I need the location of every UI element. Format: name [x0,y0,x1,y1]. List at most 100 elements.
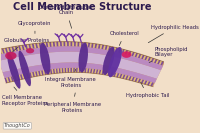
Polygon shape [58,42,60,46]
Polygon shape [30,44,33,49]
Polygon shape [77,42,79,47]
Polygon shape [100,45,102,49]
Polygon shape [125,75,129,80]
Polygon shape [138,54,141,58]
Ellipse shape [26,48,34,53]
Polygon shape [71,42,72,46]
Polygon shape [20,74,23,79]
Polygon shape [79,42,81,47]
Polygon shape [128,51,131,55]
Polygon shape [156,60,159,64]
Polygon shape [8,77,11,82]
Polygon shape [51,42,53,47]
Polygon shape [89,68,91,73]
Polygon shape [149,82,152,86]
Ellipse shape [40,43,50,74]
Polygon shape [96,44,99,49]
Polygon shape [17,46,20,51]
Polygon shape [133,52,136,57]
Polygon shape [76,68,78,72]
Ellipse shape [19,51,31,86]
Polygon shape [79,68,81,72]
Polygon shape [123,50,126,54]
Polygon shape [112,47,115,51]
Polygon shape [12,76,15,81]
Polygon shape [23,45,26,50]
Polygon shape [44,42,47,47]
Polygon shape [110,46,113,51]
Polygon shape [120,49,123,53]
Polygon shape [46,70,48,75]
Polygon shape [127,51,130,55]
Polygon shape [94,69,97,74]
Text: Phospholipid
Bilayer: Phospholipid Bilayer [149,47,188,63]
Polygon shape [103,45,106,50]
Polygon shape [42,43,45,47]
Polygon shape [41,70,44,75]
Polygon shape [75,68,76,72]
Polygon shape [149,57,153,62]
Polygon shape [49,42,52,47]
Polygon shape [26,73,29,78]
Polygon shape [5,48,8,53]
Polygon shape [35,71,38,76]
Polygon shape [6,77,9,83]
Polygon shape [154,59,157,63]
Polygon shape [133,77,136,82]
Polygon shape [110,72,113,76]
Polygon shape [121,74,124,78]
Polygon shape [159,61,162,65]
Polygon shape [82,68,84,72]
Polygon shape [87,68,89,73]
Polygon shape [74,42,76,46]
Polygon shape [157,60,161,64]
Polygon shape [138,79,141,83]
Polygon shape [136,78,140,82]
Polygon shape [88,43,90,47]
Polygon shape [60,68,62,73]
Polygon shape [141,55,145,59]
Polygon shape [40,70,42,76]
Polygon shape [31,72,33,77]
Polygon shape [28,73,31,78]
Polygon shape [92,69,94,73]
Polygon shape [17,75,20,80]
Polygon shape [146,81,149,85]
Polygon shape [113,72,116,77]
Polygon shape [103,70,106,75]
Polygon shape [144,80,147,85]
Polygon shape [106,71,109,75]
Polygon shape [89,43,92,48]
Text: Integral Membrane
Proteins: Integral Membrane Proteins [45,69,96,88]
Polygon shape [20,45,23,50]
Polygon shape [147,81,151,86]
Polygon shape [148,57,151,61]
Polygon shape [13,46,16,52]
Polygon shape [118,48,121,53]
Polygon shape [55,42,57,47]
Polygon shape [37,43,40,48]
Polygon shape [146,57,149,61]
Polygon shape [144,56,148,60]
Polygon shape [10,47,13,52]
Polygon shape [44,70,47,75]
Polygon shape [97,70,100,74]
Polygon shape [83,42,85,47]
Polygon shape [80,68,82,72]
Ellipse shape [122,51,131,58]
Polygon shape [0,42,165,87]
Polygon shape [14,76,17,81]
Polygon shape [76,42,78,47]
Polygon shape [105,71,107,75]
Polygon shape [22,74,25,79]
Polygon shape [25,73,28,78]
Polygon shape [124,75,127,79]
Polygon shape [71,68,72,72]
Ellipse shape [79,42,88,72]
Polygon shape [135,53,138,57]
Text: Glycoprotein: Glycoprotein [18,21,52,34]
Polygon shape [152,59,156,63]
Polygon shape [142,80,146,84]
Polygon shape [113,47,116,52]
Polygon shape [22,45,25,50]
